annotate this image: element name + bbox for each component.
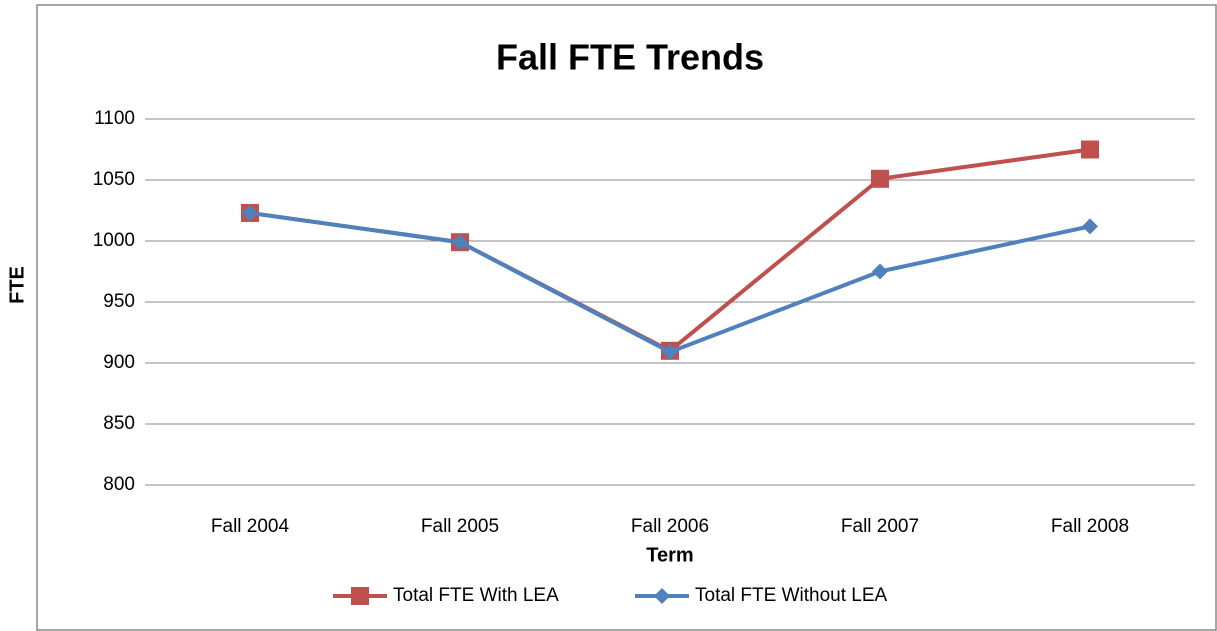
legend-label: Total FTE With LEA: [393, 585, 559, 606]
chart-title: Fall FTE Trends: [496, 37, 764, 78]
x-tick-label: Fall 2008: [1051, 516, 1129, 537]
x-axis-title: Term: [646, 544, 693, 566]
legend-marker: [654, 588, 670, 604]
x-tick-label: Fall 2005: [421, 516, 499, 537]
x-tick-label: Fall 2007: [841, 516, 919, 537]
marker: [1081, 140, 1099, 159]
y-tick-label: 1050: [93, 169, 135, 190]
y-tick-label: 900: [103, 352, 135, 373]
y-tick-label: 850: [103, 413, 135, 434]
marker: [871, 169, 889, 188]
x-tick-label: Fall 2004: [211, 516, 290, 537]
y-tick-label: 800: [103, 474, 135, 495]
y-tick-label: 950: [103, 291, 135, 312]
marker: [872, 263, 888, 280]
marker: [1082, 218, 1098, 235]
marker: [452, 234, 468, 251]
y-tick-label: 1000: [93, 230, 135, 251]
legend-label: Total FTE Without LEA: [695, 585, 888, 606]
marker: [662, 344, 678, 361]
legend-marker: [351, 587, 369, 605]
y-axis-title: FTE: [6, 266, 28, 304]
marker: [242, 204, 258, 221]
y-tick-label: 1100: [94, 108, 135, 129]
chart-frame: [36, 4, 1217, 631]
x-tick-label: Fall 2006: [631, 516, 709, 537]
